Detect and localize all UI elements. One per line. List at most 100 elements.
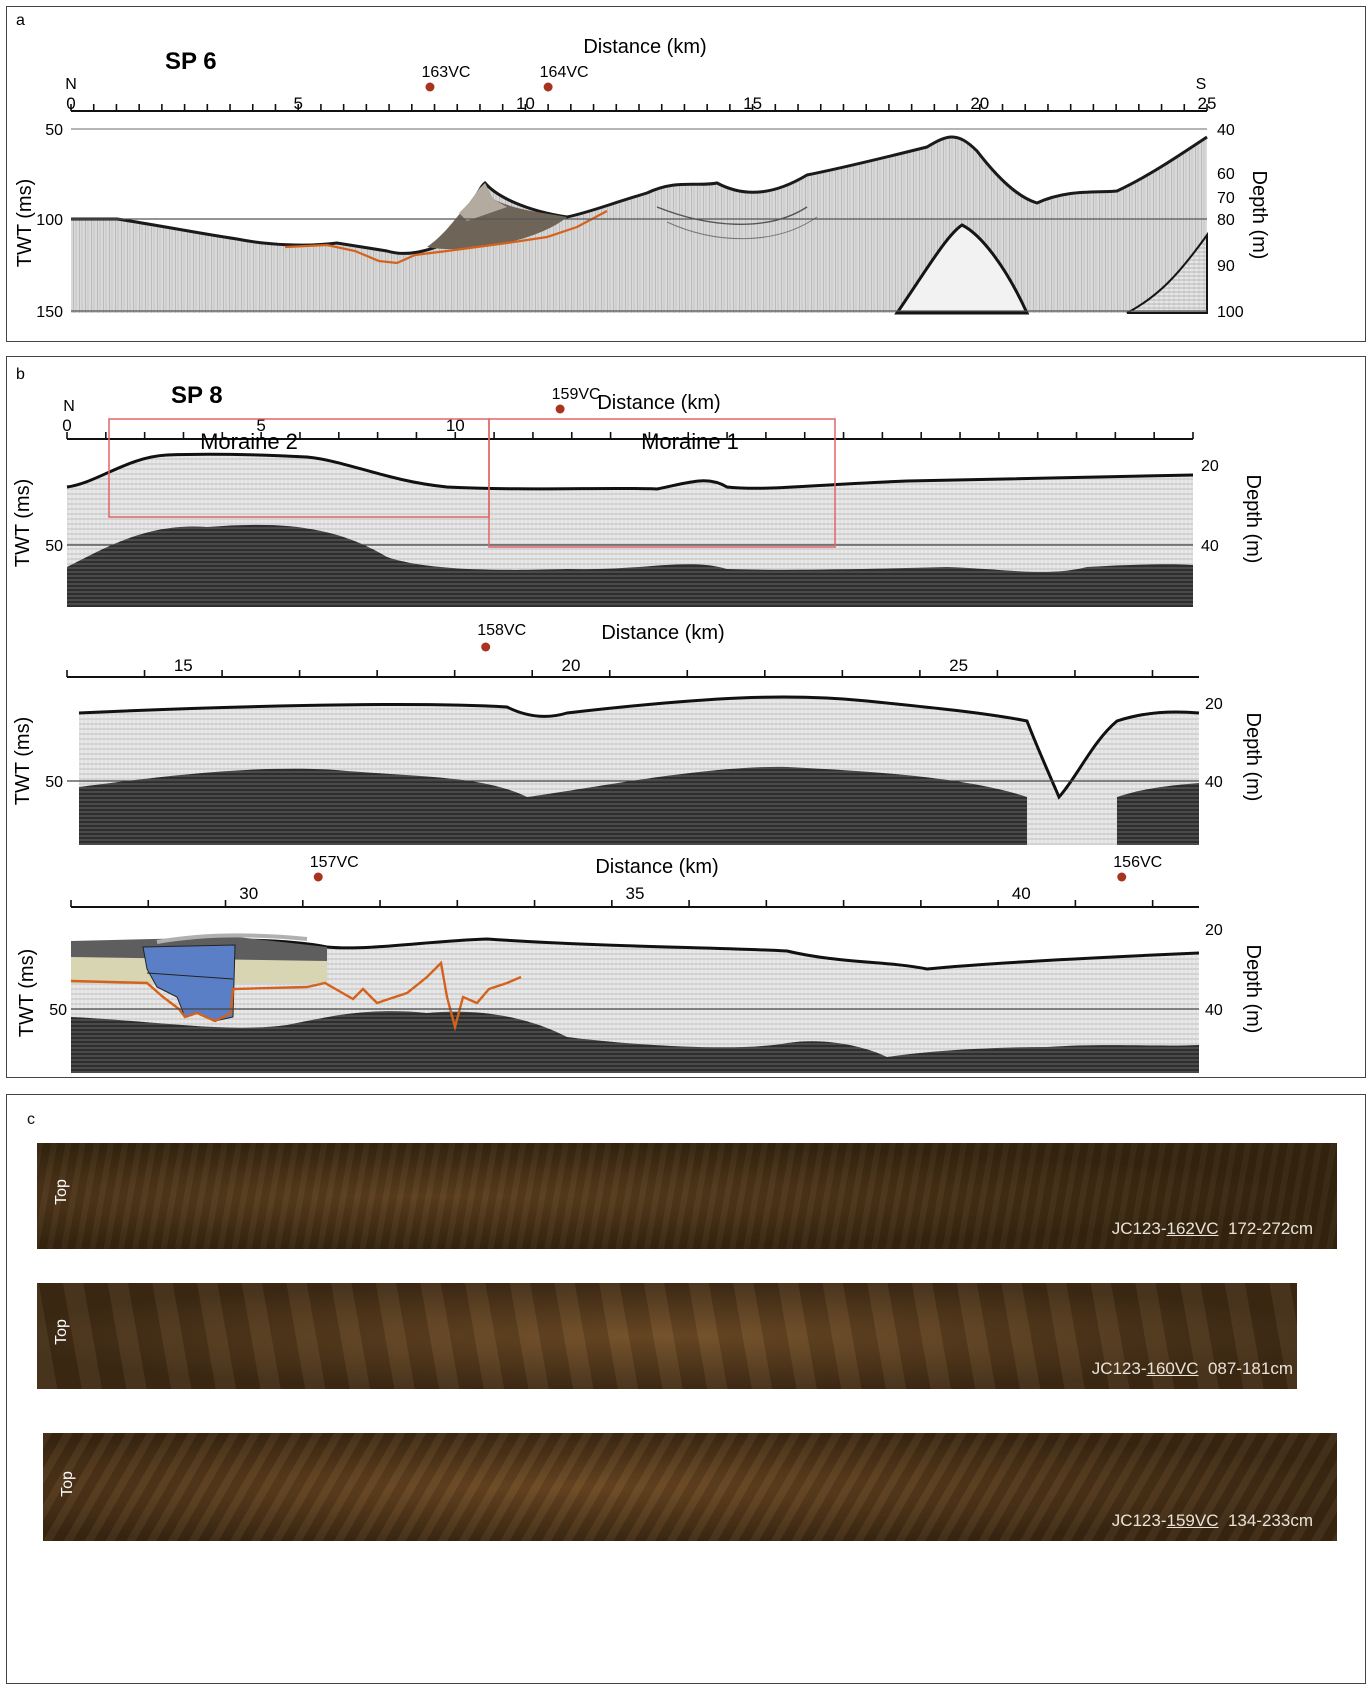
x-tick-label: 5 [256,416,265,435]
core-location-label: 163VC [422,64,471,81]
core-id-name: 160VC [1146,1359,1199,1378]
panel-a-depth-tick: 40 [1217,122,1235,139]
strip1-twt-label: TWT (ms) [12,479,34,568]
core-id-name: 159VC [1166,1511,1219,1530]
panel-a-core-markers: 163VC 164VC [422,64,589,92]
core-location-marker [481,642,491,652]
core-top-label: Top [52,1179,70,1205]
strip3-depth-label: Depth (m) [1242,945,1264,1034]
panel-b-profile-title: SP 8 [171,382,223,409]
strip1-x-ticks: 0 5 10 [62,416,1194,439]
panel-c-letter: c [27,1111,35,1128]
panel-a-depth-tick: 100 [1217,304,1244,321]
x-tick-label: 10 [446,416,465,435]
x-tick-label: 35 [626,884,645,903]
panel-a-south-label: S [1196,76,1207,93]
panel-a-north-label: N [65,76,77,93]
strip3-core-markers: 157VC 156VC [310,854,1162,882]
core-location-marker [1117,872,1127,882]
strip2-depth-tick: 20 [1205,696,1223,713]
x-tick-label: 20 [562,656,581,675]
x-tick-label: 0 [66,94,75,113]
core-id-label: JC123-160VC 087-181cm [1092,1359,1293,1379]
strip3-depth-tick: 20 [1205,922,1223,939]
panel-c: c Top JC123-162VC 172-272cm Top JC123-16… [6,1094,1366,1684]
panel-a-twt-tick: 150 [36,304,63,321]
x-tick-label: 40 [1012,884,1031,903]
panel-a-letter: a [16,12,25,29]
strip1-depth-tick: 20 [1201,458,1219,475]
x-tick-label: 15 [743,94,762,113]
strip2-core-markers: 158VC [477,622,526,652]
strip2-distance-label: Distance (km) [601,622,724,644]
core-location-label: 159VC [552,386,601,403]
strip3-seismic-image [70,909,1200,1073]
core-interval: 134-233cm [1227,1511,1313,1530]
core-id-prefix: JC123- [1111,1219,1167,1238]
moraine-1-box [488,418,836,548]
core-location-marker [555,404,565,414]
strip1-depth-tick: 40 [1201,538,1219,555]
core-id-name: 162VC [1166,1219,1219,1238]
strip1-seismic-image [66,418,1194,607]
core-top-label: Top [52,1319,70,1345]
moraine-1-label: Moraine 1 [641,429,739,454]
core-id-label: JC123-159VC 134-233cm [1112,1511,1313,1531]
core-id-label: JC123-162VC 172-272cm [1112,1219,1313,1239]
strip3-distance-label: Distance (km) [595,856,718,878]
panel-a-twt-tick: 50 [45,122,63,139]
panel-a-distance-label: Distance (km) [583,36,706,58]
panel-a-depth-label: Depth (m) [1248,171,1270,260]
strip2-x-ticks: 15 20 25 [66,656,1154,677]
core-photo-160vc: Top JC123-160VC 087-181cm [37,1283,1297,1389]
x-tick-label: 5 [293,94,302,113]
panel-a-profile-title: SP 6 [165,48,217,75]
core-location-label: 157VC [310,854,359,871]
panel-a: a SP 6 Distance (km) N S 0 5 10 15 20 25 163V… [6,6,1366,342]
strip2-depth-label: Depth (m) [1242,713,1264,802]
strip3-depth-tick: 40 [1205,1002,1223,1019]
core-id-prefix: JC123- [1091,1359,1147,1378]
strip1-twt-tick: 50 [45,538,63,555]
core-location-marker [425,82,435,92]
panel-a-twt-tick: 100 [36,212,63,229]
strip2-depth-tick: 40 [1205,774,1223,791]
panel-a-figure: a SP 6 Distance (km) N S 0 5 10 15 20 25 163V… [14,12,1270,321]
moraine-2-label: Moraine 2 [200,429,298,454]
strip1-depth-label: Depth (m) [1242,475,1264,564]
core-location-label: 164VC [540,64,589,81]
core-photo-162vc: Top JC123-162VC 172-272cm [37,1143,1337,1249]
strip3-twt-tick: 50 [49,1002,67,1019]
panel-b-letter: b [16,366,25,383]
panel-b-north-label: N [63,398,75,415]
core-id-prefix: JC123- [1111,1511,1167,1530]
panel-a-twt-label: TWT (ms) [14,179,36,268]
panel-a-depth-tick: 90 [1217,258,1235,275]
core-interval: 172-272cm [1227,1219,1313,1238]
core-location-label: 158VC [477,622,526,639]
x-tick-label: 10 [516,94,535,113]
x-tick-label: 15 [174,656,193,675]
x-tick-label: 25 [949,656,968,675]
core-photo-159vc: Top JC123-159VC 134-233cm [43,1433,1337,1541]
panel-a-depth-tick: 60 [1217,166,1235,183]
panel-a-x-ticks: 0 5 10 15 20 25 [66,94,1216,113]
strip1-distance-label: Distance (km) [597,392,720,414]
x-tick-label: 20 [970,94,989,113]
strip2-twt-label: TWT (ms) [12,717,34,806]
core-location-label: 156VC [1113,854,1162,871]
panel-a-depth-tick: 80 [1217,212,1235,229]
panel-a-depth-tick: 70 [1217,190,1235,207]
x-tick-label: 0 [62,416,71,435]
core-interval: 087-181cm [1207,1359,1293,1378]
x-tick-label: 30 [239,884,258,903]
core-location-marker [543,82,553,92]
strip1-core-markers: 159VC [552,386,601,414]
panel-a-seismic-image [71,113,1208,315]
x-tick-label: 25 [1198,94,1217,113]
panel-b: b SP 8 N Distance (km) 0 5 10 159VC Morain… [6,356,1366,1078]
strip2-seismic-image [67,679,1200,845]
strip2-twt-tick: 50 [45,774,63,791]
strip3-twt-label: TWT (ms) [16,949,38,1038]
core-top-label: Top [58,1471,76,1497]
